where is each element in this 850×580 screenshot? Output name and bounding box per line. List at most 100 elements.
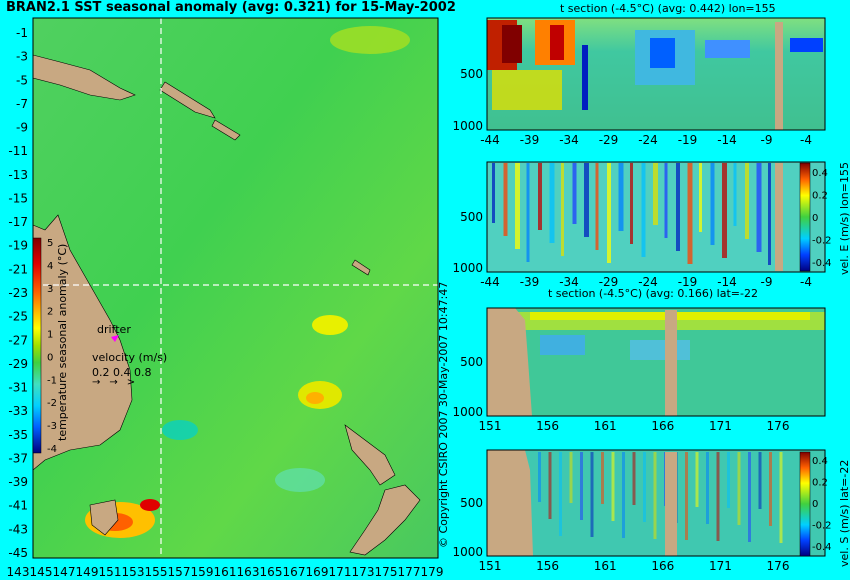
section-y-tick-label: 500: [460, 355, 483, 369]
velocity-stripe: [607, 163, 611, 263]
map-y-tick-label: -43: [8, 522, 28, 536]
velocity-stripe: [572, 163, 577, 224]
map-x-tick-label: 163: [237, 565, 260, 579]
v-lat-colorbar-label: vel. S (m/s) lat=-22: [838, 459, 850, 567]
velocity-stripe: [769, 452, 772, 526]
section-y-tick-label: 1000: [452, 405, 483, 419]
velocity-stripe: [716, 452, 720, 541]
t-lon-panel: [486, 17, 826, 131]
t-lat-title: t section (-4.5°C) (avg: 0.166) lat=-22: [548, 287, 758, 300]
map-y-tick-label: -27: [8, 333, 28, 347]
map-y-tick-label: -45: [8, 546, 28, 560]
section-x-tick-label: -44: [480, 275, 500, 289]
sst-map-chart: -1-3-5-7-9-11-13-15-17-19-21-23-25-27-29…: [7, 17, 444, 579]
new-guinea-land: [32, 54, 136, 101]
map-y-tick-label: -25: [8, 310, 28, 324]
velocity-stripe: [768, 163, 771, 265]
map-colorbar-tick: -1: [47, 375, 57, 386]
velocity-stripe: [549, 163, 555, 243]
velocity-stripe: [611, 452, 615, 521]
map-y-tick-label: -23: [8, 286, 28, 300]
map-x-tick-label: 167: [283, 565, 306, 579]
map-colorbar-tick: 1: [47, 330, 53, 341]
velocity-stripe: [601, 452, 604, 504]
v-lat-colorbar: [799, 451, 811, 557]
section-x-tick-label: -4: [800, 275, 812, 289]
velocity-title: velocity (m/s): [92, 351, 168, 364]
map-x-tick-label: 169: [306, 565, 329, 579]
section-y-tick-label: 1000: [452, 119, 483, 133]
map-y-tick-label: -35: [8, 428, 28, 442]
velocity-stripe: [632, 452, 636, 505]
new-caledonia-land: [351, 259, 371, 276]
map-y-tick-label: -15: [8, 191, 28, 205]
map-colorbar-tick: 5: [47, 238, 53, 249]
map-x-tick-label: 175: [375, 565, 398, 579]
velocity-stripe: [538, 163, 542, 230]
velocity-stripe: [699, 163, 702, 232]
section-x-tick-label: 151: [479, 559, 502, 573]
section-x-tick-label: -29: [599, 275, 619, 289]
velocity-stripe: [584, 163, 589, 237]
map-colorbar-tick: -2: [47, 398, 57, 409]
velocity-stripe: [595, 163, 599, 250]
velocity-arrows: →→>: [92, 377, 145, 388]
velocity-scale: 0.2 0.4 0.8: [92, 366, 152, 379]
section-x-tick-label: -34: [559, 133, 579, 147]
velocity-stripe: [559, 452, 562, 536]
velocity-stripe: [492, 163, 495, 223]
map-colorbar: [32, 237, 42, 454]
v-lon-colorbar-label: vel. E (m/s) lon=155: [838, 162, 850, 275]
section-colorbar-tick: -0.2: [812, 236, 832, 247]
map-y-tick-label: -19: [8, 239, 28, 253]
velocity-stripe: [710, 163, 715, 245]
section-x-tick-label: 161: [594, 419, 617, 433]
map-title: BRAN2.1 SST seasonal anomaly (avg: 0.321…: [6, 0, 456, 15]
section-colorbar-tick: -0.4: [812, 258, 832, 269]
map-x-axis: 143 145 147 149 151 153 155 157 159 161 163 165 167 1…: [7, 565, 444, 579]
map-y-tick-label: -17: [8, 215, 28, 229]
map-plot-area: [32, 17, 439, 559]
section-y-tick-label: 500: [460, 496, 483, 510]
section-x-tick-label: 156: [536, 419, 559, 433]
velocity-stripe: [622, 452, 625, 538]
velocity-stripe: [618, 163, 624, 231]
v-lon-panel: [486, 161, 826, 273]
velocity-stripe: [676, 163, 680, 251]
velocity-stripe: [590, 452, 594, 537]
map-x-tick-label: 155: [145, 565, 168, 579]
section-y-tick-label: 1000: [452, 261, 483, 275]
velocity-stripe: [580, 452, 583, 520]
velocity-stripe: [630, 163, 633, 244]
drifter-marker: [111, 335, 119, 342]
map-y-axis: -1 -3 -5 -7 -9 -11 -13 -15 -17 -19 -21 -23 -25 -27 -29…: [8, 26, 28, 560]
velocity-stripe: [643, 452, 646, 522]
section-colorbar-tick: -0.2: [812, 521, 832, 532]
map-y-tick-label: -31: [8, 381, 28, 395]
section-x-tick-label: -24: [638, 133, 658, 147]
section-y-tick-label: 500: [460, 210, 483, 224]
map-y-tick-label: -3: [16, 50, 28, 64]
section-x-tick-label: -39: [520, 133, 540, 147]
section-x-tick-label: 171: [709, 419, 732, 433]
velocity-stripe: [526, 163, 530, 262]
section-colorbar-tick: 0.4: [812, 168, 828, 179]
map-colorbar-tick: 4: [47, 261, 53, 272]
velocity-stripe: [733, 163, 737, 226]
map-x-tick-label: 165: [260, 565, 283, 579]
t-lon-title: t section (-4.5°C) (avg: 0.442) lon=155: [560, 2, 776, 15]
section-x-tick-label: -4: [800, 133, 812, 147]
map-x-tick-label: 157: [168, 565, 191, 579]
section-x-tick-label: -14: [717, 133, 737, 147]
velocity-stripe: [758, 452, 762, 509]
section-x-tick-label: -9: [761, 133, 773, 147]
map-x-tick-label: 161: [214, 565, 237, 579]
section-x-tick-label: -24: [638, 275, 658, 289]
map-y-tick-label: -21: [8, 262, 28, 276]
section-x-tick-label: 176: [767, 559, 790, 573]
section-y-tick-label: 1000: [452, 545, 483, 559]
section-colorbar-tick: 0.4: [812, 456, 828, 467]
new-zealand-land: [344, 424, 421, 556]
map-colorbar-tick: -4: [47, 444, 57, 455]
